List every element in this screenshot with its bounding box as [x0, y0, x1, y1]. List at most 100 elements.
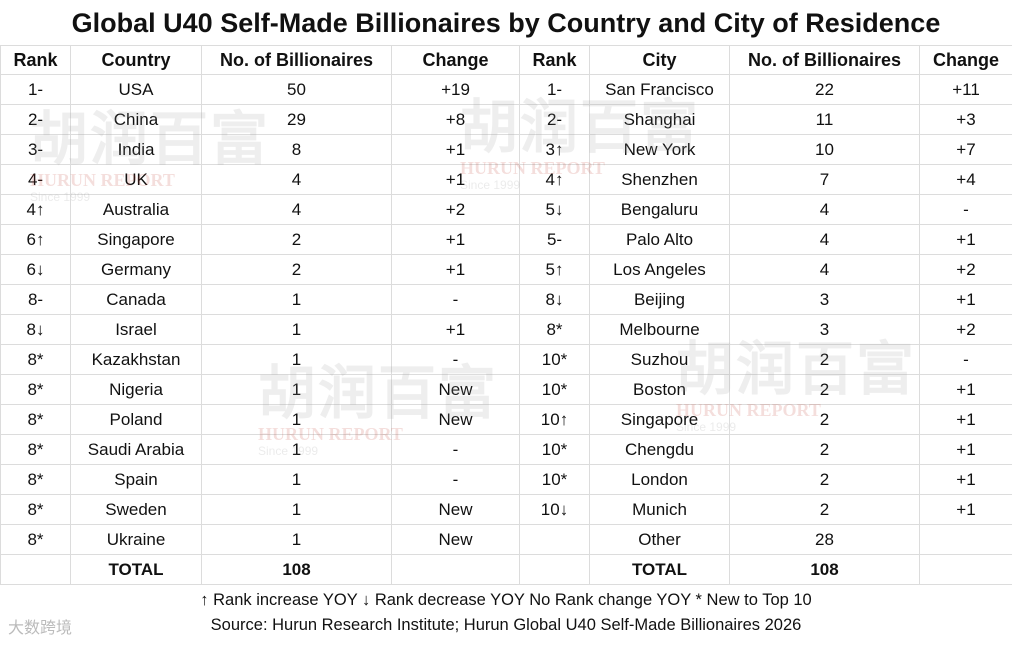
- table-row: 8* Poland 1 New 10↑ Singapore 2 +1: [0, 404, 1012, 435]
- city-name: Melbourne: [589, 314, 730, 345]
- city-change: -: [919, 344, 1012, 375]
- country-count: 1: [201, 344, 392, 375]
- city-rank: 10*: [519, 374, 590, 405]
- country-rank: 3-: [0, 134, 71, 165]
- table-row: 4- UK 4 +1 4↑ Shenzhen 7 +4: [0, 164, 1012, 195]
- table-row: 8* Nigeria 1 New 10* Boston 2 +1: [0, 374, 1012, 405]
- country-rank: 8*: [0, 434, 71, 465]
- country-count: 1: [201, 524, 392, 555]
- header-count-city: No. of Billionaires: [729, 45, 920, 75]
- country-rank: 8*: [0, 344, 71, 375]
- city-rank: 10*: [519, 434, 590, 465]
- country-change: +2: [391, 194, 520, 225]
- city-rank: 10*: [519, 344, 590, 375]
- table-row: 8* Ukraine 1 New Other 28: [0, 524, 1012, 555]
- city-rank: 5-: [519, 224, 590, 255]
- city-change: +1: [919, 284, 1012, 315]
- billionaires-table: Rank Country No. of Billionaires Change …: [0, 45, 1012, 585]
- country-change: -: [391, 464, 520, 495]
- city-name: Suzhou: [589, 344, 730, 375]
- table-row: 2- China 29 +8 2- Shanghai 11 +3: [0, 104, 1012, 135]
- country-name: Australia: [70, 194, 202, 225]
- country-count: 50: [201, 74, 392, 105]
- city-count: 4: [729, 224, 920, 255]
- table-row: 6↑ Singapore 2 +1 5- Palo Alto 4 +1: [0, 224, 1012, 255]
- header-count: No. of Billionaires: [201, 45, 392, 75]
- country-change: +1: [391, 314, 520, 345]
- city-change: +2: [919, 254, 1012, 285]
- city-count: 3: [729, 314, 920, 345]
- city-rank: 10*: [519, 464, 590, 495]
- country-change: -: [391, 344, 520, 375]
- city-count: 7: [729, 164, 920, 195]
- city-count: 22: [729, 74, 920, 105]
- city-change: +1: [919, 494, 1012, 525]
- city-change: +1: [919, 464, 1012, 495]
- country-change: New: [391, 404, 520, 435]
- country-count: 1: [201, 404, 392, 435]
- city-count: 28: [729, 524, 920, 555]
- country-change: New: [391, 494, 520, 525]
- total-rank-empty: [0, 554, 71, 585]
- country-count: 4: [201, 194, 392, 225]
- country-name: Germany: [70, 254, 202, 285]
- country-name: China: [70, 104, 202, 135]
- country-count: 1: [201, 314, 392, 345]
- country-rank: 4-: [0, 164, 71, 195]
- table-row: 8- Canada 1-8↓ Beijing 3 +1: [0, 284, 1012, 315]
- country-rank: 8*: [0, 524, 71, 555]
- header-city: City: [589, 45, 730, 75]
- header-country: Country: [70, 45, 202, 75]
- legend-note: ↑ Rank increase YOY ↓ Rank decrease YOY …: [200, 591, 812, 609]
- table-row: 3- India 8 +1 3↑ New York 10 +7: [0, 134, 1012, 165]
- country-change: -: [391, 284, 520, 315]
- city-name: Other: [589, 524, 730, 555]
- city-rank: 3↑: [519, 134, 590, 165]
- country-change: +1: [391, 254, 520, 285]
- city-name: Los Angeles: [589, 254, 730, 285]
- city-rank: 10↓: [519, 494, 590, 525]
- city-change: +1: [919, 374, 1012, 405]
- city-name: Munich: [589, 494, 730, 525]
- country-count: 4: [201, 164, 392, 195]
- city-count: 2: [729, 464, 920, 495]
- header-rank-city: Rank: [519, 45, 590, 75]
- city-total-label: TOTAL: [589, 554, 730, 585]
- city-count: 4: [729, 254, 920, 285]
- country-name: India: [70, 134, 202, 165]
- country-count: 1: [201, 284, 392, 315]
- table-row: 6↓ Germany 2 +1 5↑ Los Angeles 4 +2: [0, 254, 1012, 285]
- country-name: Kazakhstan: [70, 344, 202, 375]
- city-change: -: [919, 194, 1012, 225]
- table-row: 8↓ Israel 1 +1 8* Melbourne 3 +2: [0, 314, 1012, 345]
- country-change: +1: [391, 134, 520, 165]
- country-change: +19: [391, 74, 520, 105]
- country-rank: 1-: [0, 74, 71, 105]
- city-change: +7: [919, 134, 1012, 165]
- city-count: 3: [729, 284, 920, 315]
- country-count: 1: [201, 434, 392, 465]
- city-rank: 8*: [519, 314, 590, 345]
- city-change: +1: [919, 224, 1012, 255]
- table-row: 8* Saudi Arabia 1-10* Chengdu 2 +1: [0, 434, 1012, 465]
- country-total-count: 108: [201, 554, 392, 585]
- city-rank: 4↑: [519, 164, 590, 195]
- country-rank: 8*: [0, 494, 71, 525]
- city-name: Shanghai: [589, 104, 730, 135]
- country-count: 2: [201, 254, 392, 285]
- country-change: -: [391, 434, 520, 465]
- city-count: 10: [729, 134, 920, 165]
- country-name: Spain: [70, 464, 202, 495]
- country-change: New: [391, 524, 520, 555]
- city-count: 2: [729, 434, 920, 465]
- country-count: 1: [201, 374, 392, 405]
- country-rank: 8↓: [0, 314, 71, 345]
- city-count: 2: [729, 404, 920, 435]
- country-change: +1: [391, 224, 520, 255]
- city-name: Palo Alto: [589, 224, 730, 255]
- country-name: Canada: [70, 284, 202, 315]
- city-name: Bengaluru: [589, 194, 730, 225]
- country-count: 2: [201, 224, 392, 255]
- city-name: Boston: [589, 374, 730, 405]
- country-name: Saudi Arabia: [70, 434, 202, 465]
